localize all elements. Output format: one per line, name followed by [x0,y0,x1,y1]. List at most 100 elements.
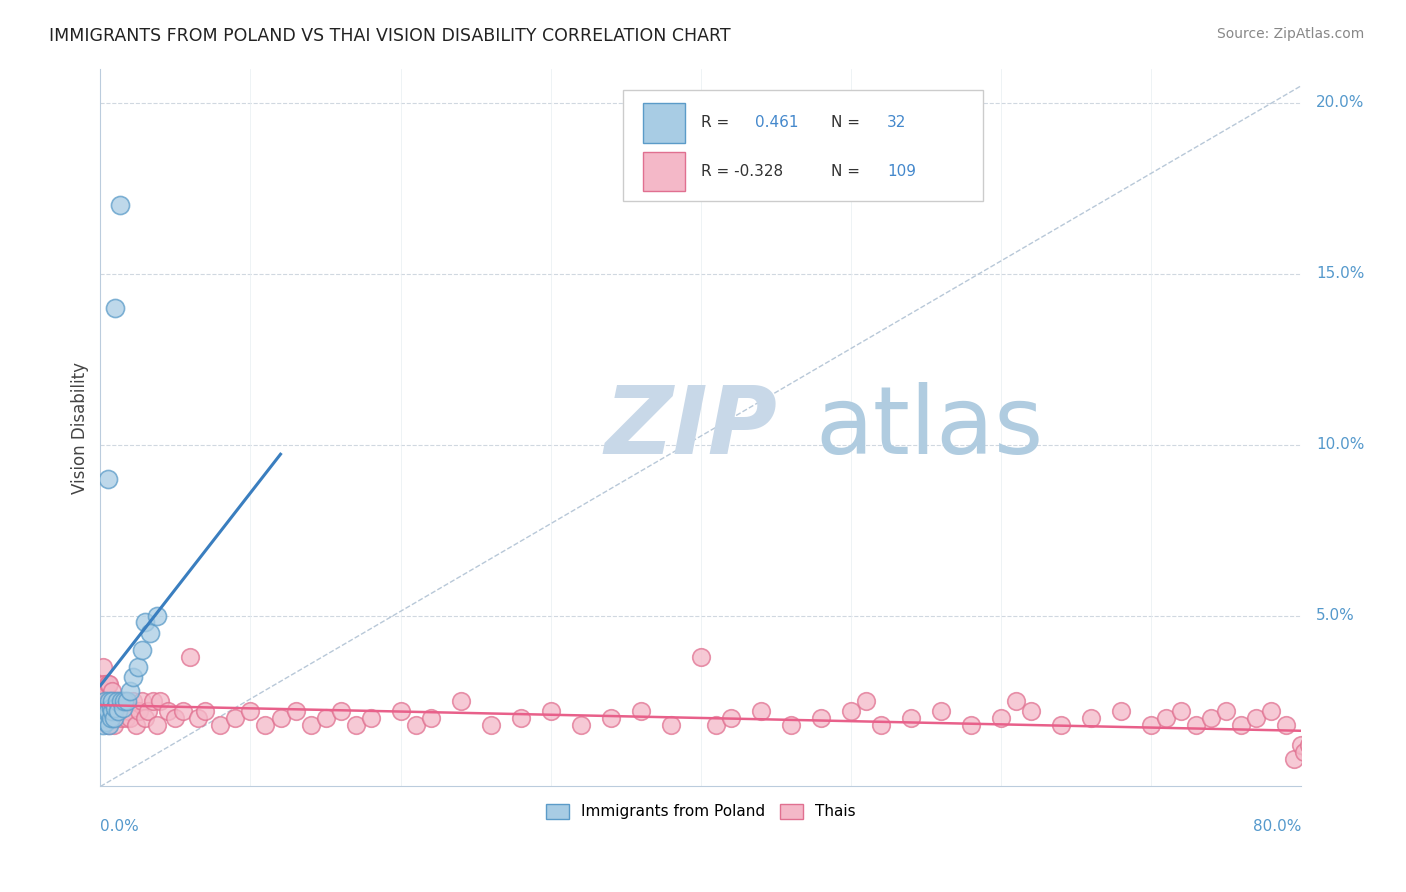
Point [1305,752,1327,766]
Point [104,694,127,708]
Text: N =: N = [831,164,865,179]
Point [1275,718,1298,732]
Point [90,677,112,691]
Point [120,683,142,698]
Point [1317,739,1340,753]
Point [98,694,121,708]
Point [100,711,122,725]
Point [97,718,120,732]
Bar [643,103,685,143]
Point [105,694,128,708]
Point [108,198,131,212]
Point [134,615,156,630]
Point [1215,704,1237,718]
Text: 0.0%: 0.0% [100,819,139,834]
Text: R =: R = [700,115,734,130]
Point [94,711,117,725]
Point [146,608,169,623]
Point [108,694,131,708]
Point [165,711,187,725]
Point [419,711,441,725]
Point [104,701,127,715]
Point [101,683,124,698]
FancyBboxPatch shape [623,90,983,202]
Point [97,694,120,708]
Point [194,704,217,718]
Point [1156,711,1178,725]
Point [94,694,117,708]
Text: N =: N = [831,115,865,130]
Point [93,718,115,732]
Point [139,625,162,640]
Point [1294,745,1316,759]
Point [96,704,118,718]
Point [93,704,115,718]
Point [1302,745,1324,759]
Point [107,704,129,718]
Point [1019,704,1042,718]
Point [172,704,194,718]
Point [122,670,145,684]
Point [118,704,141,718]
Point [115,711,138,725]
Point [960,718,983,732]
Point [1201,711,1223,725]
Point [103,711,125,725]
Point [101,694,124,708]
Point [97,704,120,718]
Point [127,660,149,674]
Y-axis label: Vision Disability: Vision Disability [72,361,89,493]
Point [1260,704,1282,718]
Point [98,677,121,691]
Text: ZIP: ZIP [605,382,778,474]
Point [110,694,132,708]
Point [810,711,832,725]
Point [93,694,115,708]
Text: 10.0%: 10.0% [1316,437,1364,452]
Text: 0.461: 0.461 [755,115,799,130]
Point [1185,718,1208,732]
Point [870,718,893,732]
Point [855,694,877,708]
Point [299,718,322,732]
Point [389,704,412,718]
Point [284,704,307,718]
Point [254,718,277,732]
Text: 5.0%: 5.0% [1316,608,1354,623]
Text: 80.0%: 80.0% [1253,819,1302,834]
Point [90,711,112,725]
Text: 32: 32 [887,115,907,130]
Text: R = -0.328: R = -0.328 [700,164,783,179]
Point [134,711,156,725]
Point [117,694,139,708]
Point [100,701,122,715]
Text: 20.0%: 20.0% [1316,95,1364,111]
Point [929,704,952,718]
Point [103,718,125,732]
Point [93,683,115,698]
Point [156,704,179,718]
Point [224,711,246,725]
Point [704,718,727,732]
Point [94,677,117,691]
Point [689,649,711,664]
Point [780,718,803,732]
Point [131,694,153,708]
Point [96,683,118,698]
Point [1291,739,1313,753]
Point [110,711,132,725]
Point [149,694,172,708]
Point [1298,739,1320,753]
Point [179,649,201,664]
Point [187,711,209,725]
Point [1080,711,1102,725]
Bar [643,152,685,192]
Text: Source: ZipAtlas.com: Source: ZipAtlas.com [1216,27,1364,41]
Point [540,704,562,718]
Point [105,694,128,708]
Point [138,704,160,718]
Point [100,694,122,708]
Point [990,711,1012,725]
Point [104,711,127,725]
Point [107,704,129,718]
